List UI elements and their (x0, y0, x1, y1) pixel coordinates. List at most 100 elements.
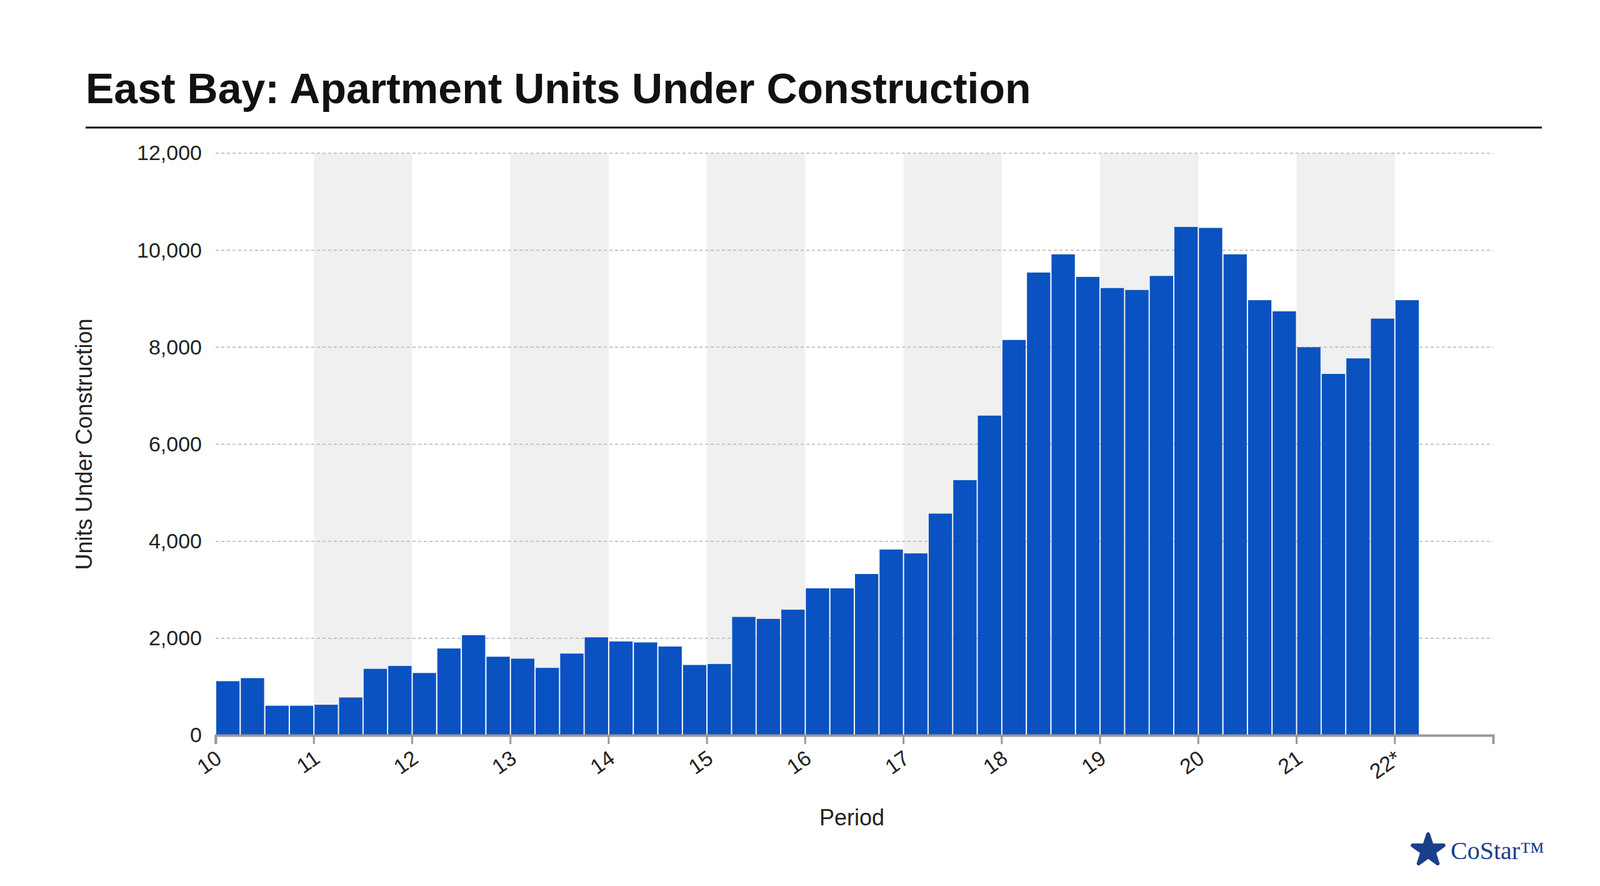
x-tick-mark (1295, 735, 1298, 744)
x-tick-mark (1393, 735, 1396, 744)
x-tick-label: 19 (1076, 745, 1110, 779)
bar (1174, 226, 1198, 735)
y-tick-label: 2,000 (148, 625, 202, 650)
x-tick-mark (1099, 735, 1102, 744)
x-tick: 15 (683, 735, 717, 779)
bar (290, 705, 314, 735)
bar (633, 641, 657, 735)
x-tick-label: 11 (292, 745, 325, 778)
y-tick-label: 12,000 (136, 140, 202, 165)
x-tick: 13 (487, 735, 521, 779)
title-rule (85, 126, 1542, 129)
x-axis-title: Period (819, 804, 885, 830)
logo-icon (1412, 833, 1444, 864)
bar (1125, 290, 1149, 735)
bar (1346, 358, 1370, 735)
bar (1223, 254, 1247, 735)
x-tick: 19 (1076, 735, 1110, 779)
x-tick-mark (313, 735, 315, 744)
x-tick-mark (411, 735, 414, 744)
bar (216, 680, 240, 735)
bar (928, 513, 952, 735)
x-tick: 11 (292, 735, 325, 778)
grid-line (215, 152, 1494, 154)
bar (535, 667, 559, 735)
bar (388, 665, 412, 735)
grid-line (215, 249, 1494, 251)
x-tick: 14 (585, 735, 619, 779)
bar (1150, 275, 1174, 735)
bar (1321, 373, 1345, 735)
bar (830, 588, 854, 735)
x-tick: 18 (978, 735, 1012, 779)
y-tick-label: 0 (190, 722, 202, 747)
bar (560, 653, 584, 735)
bar (855, 573, 879, 735)
title: East Bay: Apartment Units Under Construc… (85, 64, 1032, 112)
bar (240, 678, 264, 735)
y-tick-label: 6,000 (148, 431, 202, 456)
x-tick-mark (902, 735, 905, 744)
bar (314, 704, 338, 735)
x-tick-mark (607, 735, 610, 744)
source: CoStar™ (1450, 836, 1545, 865)
bar (805, 588, 829, 735)
x-tick-label: 12 (389, 745, 423, 779)
bar (1248, 300, 1272, 735)
x-tick: 22* (1365, 735, 1405, 784)
bar (658, 646, 682, 735)
bar (461, 635, 485, 735)
y-tick: 8,000 (148, 335, 216, 359)
bar (363, 668, 387, 735)
x-tick: 21 (1273, 735, 1307, 779)
x-tick-mark (215, 735, 217, 744)
bar (511, 658, 535, 735)
y-tick-label: 10,000 (136, 238, 202, 262)
bar (1002, 340, 1026, 735)
y-tick: 10,000 (136, 238, 216, 262)
bar (1370, 318, 1394, 735)
grid (215, 153, 1494, 735)
bar (978, 415, 1002, 735)
y-axis-line (215, 153, 217, 736)
x-tick-label: 13 (487, 745, 521, 779)
x-tick-label: 16 (782, 745, 816, 779)
x-tick-mark (1000, 735, 1003, 744)
y-tick: 0 (190, 722, 216, 747)
bar (1076, 276, 1100, 735)
x-axis-line (216, 735, 1494, 745)
y-tick-label: 4,000 (148, 528, 202, 553)
bar (1272, 311, 1296, 735)
bar (904, 553, 928, 735)
x-tick-label: 17 (880, 745, 914, 779)
bar (412, 672, 436, 735)
bar (756, 618, 780, 735)
bar (1026, 272, 1050, 735)
x-tick-label: 20 (1175, 745, 1209, 779)
bar (731, 616, 755, 735)
x-tick-label: 15 (683, 745, 717, 779)
x-tick: 12 (389, 735, 423, 779)
bar (486, 656, 510, 735)
x-tick: 17 (880, 735, 914, 779)
bar (585, 636, 609, 735)
x-axis: 10 11 12 13 14 15 16 17 18 19 20 21 22* (192, 735, 1494, 784)
x-tick-mark (1197, 735, 1200, 744)
bar (1395, 300, 1419, 735)
bar (707, 663, 731, 735)
y-tick: 6,000 (148, 431, 216, 456)
chart: East Bay: Apartment Units Under Construc… (0, 0, 1600, 886)
bar (265, 705, 289, 735)
x-tick-label: 22* (1365, 745, 1405, 784)
x-tick-label: 18 (978, 745, 1012, 779)
bar (1198, 227, 1222, 735)
bar (953, 480, 977, 735)
x-tick: 16 (782, 735, 816, 779)
x-tick-label: 14 (585, 745, 619, 779)
y-axis-title: Units Under Construction (71, 318, 97, 570)
bar (1051, 254, 1075, 735)
x-tick: 10 (192, 735, 226, 779)
bar (683, 665, 707, 735)
x-tick-label: 21 (1273, 745, 1307, 779)
x-tick-mark (804, 735, 807, 744)
